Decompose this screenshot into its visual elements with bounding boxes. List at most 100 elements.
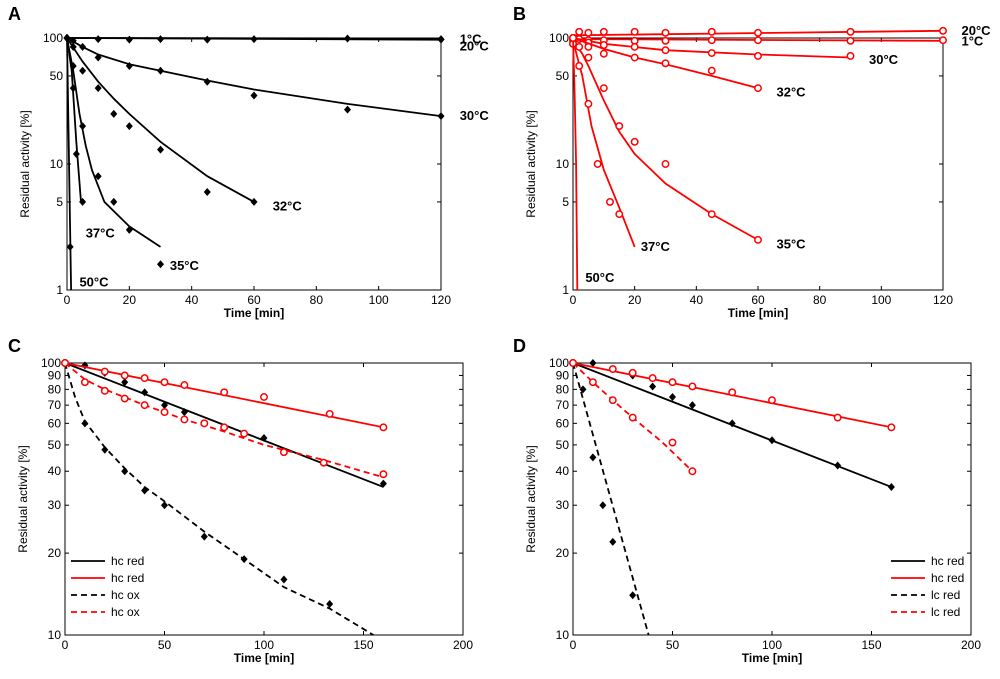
x-tick-label: 60 bbox=[751, 293, 765, 307]
data-point bbox=[140, 374, 149, 383]
x-tick-label: 50 bbox=[666, 638, 680, 652]
data-point bbox=[846, 36, 855, 45]
data-point bbox=[437, 112, 445, 121]
series-line bbox=[572, 37, 579, 291]
y-tick-label: 40 bbox=[48, 464, 62, 478]
data-point bbox=[120, 394, 129, 403]
legend: hc red hc red hc ox hc ox bbox=[71, 554, 144, 619]
data-point bbox=[63, 34, 71, 42]
data-point bbox=[599, 27, 608, 36]
series-line bbox=[64, 362, 384, 479]
data-point bbox=[707, 49, 716, 57]
data-point bbox=[648, 374, 657, 383]
data-point bbox=[599, 84, 608, 93]
data-point bbox=[661, 28, 670, 37]
series-annotation: 1°C bbox=[460, 32, 482, 47]
data-point bbox=[379, 479, 387, 488]
legend-entry: hc red bbox=[931, 554, 964, 568]
y-axis-label: Residual activity [%] bbox=[16, 445, 30, 552]
data-point bbox=[584, 28, 593, 37]
data-point bbox=[160, 408, 169, 417]
series-line bbox=[572, 40, 636, 248]
x-tick-label: 100 bbox=[762, 638, 782, 652]
y-tick-label: 50 bbox=[48, 438, 62, 452]
data-point bbox=[754, 52, 762, 60]
x-tick-label: 80 bbox=[310, 293, 324, 307]
legend-entry: lc red bbox=[931, 588, 960, 602]
data-point bbox=[707, 27, 716, 36]
x-tick-label: 60 bbox=[247, 293, 261, 307]
data-point bbox=[240, 555, 248, 564]
data-point bbox=[69, 84, 77, 93]
data-point bbox=[599, 49, 608, 58]
data-point bbox=[325, 409, 334, 418]
x-tick-label: 120 bbox=[431, 293, 451, 307]
data-point bbox=[707, 210, 716, 219]
series-annotation: 32°C bbox=[777, 84, 807, 99]
data-point bbox=[160, 378, 169, 387]
data-point bbox=[668, 438, 677, 447]
data-point bbox=[846, 27, 855, 36]
x-tick-label: 0 bbox=[64, 293, 71, 307]
series-line bbox=[572, 40, 759, 241]
x-tick-label: 200 bbox=[961, 638, 981, 652]
series-annotation: 30°C bbox=[460, 108, 490, 123]
y-tick-label: 40 bbox=[556, 464, 570, 478]
x-axis-label: Time [min] bbox=[728, 306, 788, 320]
data-point bbox=[125, 225, 133, 234]
y-tick-label: 70 bbox=[48, 398, 62, 412]
y-tick-label: 100 bbox=[41, 356, 61, 370]
data-point bbox=[589, 359, 597, 367]
y-tick-label: 60 bbox=[556, 416, 570, 430]
y-tick-label: 20 bbox=[48, 546, 62, 560]
data-point bbox=[630, 53, 639, 62]
series-line bbox=[66, 37, 255, 203]
data-point bbox=[203, 187, 211, 196]
legend: hc red hc red lc red lc red bbox=[891, 554, 964, 619]
x-tick-label: 40 bbox=[185, 293, 199, 307]
x-tick-label: 20 bbox=[123, 293, 137, 307]
data-point bbox=[939, 26, 947, 35]
y-tick-label: 10 bbox=[50, 157, 64, 171]
legend-entry: hc red bbox=[931, 571, 964, 585]
data-point bbox=[608, 396, 617, 405]
y-tick-label: 10 bbox=[48, 628, 62, 642]
data-point bbox=[326, 600, 334, 609]
data-point bbox=[344, 105, 351, 114]
y-axis-label: Residual activity [%] bbox=[524, 445, 538, 552]
data-point bbox=[728, 388, 737, 397]
data-point bbox=[121, 378, 129, 387]
data-point bbox=[94, 172, 102, 181]
data-point bbox=[157, 260, 164, 269]
data-point bbox=[319, 458, 328, 467]
series-annotation: 37°C bbox=[86, 226, 116, 241]
data-point bbox=[94, 53, 102, 62]
data-point bbox=[379, 470, 388, 479]
data-point bbox=[69, 42, 77, 51]
data-point bbox=[140, 401, 149, 410]
data-point bbox=[628, 413, 637, 422]
y-tick-label: 10 bbox=[556, 628, 570, 642]
data-point bbox=[649, 382, 657, 391]
series-line bbox=[572, 37, 759, 89]
data-point bbox=[437, 35, 445, 44]
x-tick-label: 100 bbox=[254, 638, 274, 652]
panel-letter: D bbox=[513, 336, 526, 356]
data-point bbox=[220, 388, 229, 397]
data-point bbox=[569, 34, 577, 42]
data-point bbox=[141, 388, 149, 397]
data-point bbox=[579, 385, 587, 394]
axes-frame bbox=[572, 37, 944, 291]
data-point bbox=[606, 197, 614, 206]
data-point bbox=[593, 160, 602, 168]
y-axis-label: Residual activity [%] bbox=[18, 110, 32, 217]
data-point bbox=[599, 501, 607, 510]
data-point bbox=[101, 445, 109, 454]
data-point bbox=[669, 392, 676, 401]
data-point bbox=[688, 401, 696, 410]
x-axis-label: Time [min] bbox=[742, 651, 802, 665]
data-point bbox=[81, 419, 89, 428]
data-point bbox=[661, 59, 670, 68]
